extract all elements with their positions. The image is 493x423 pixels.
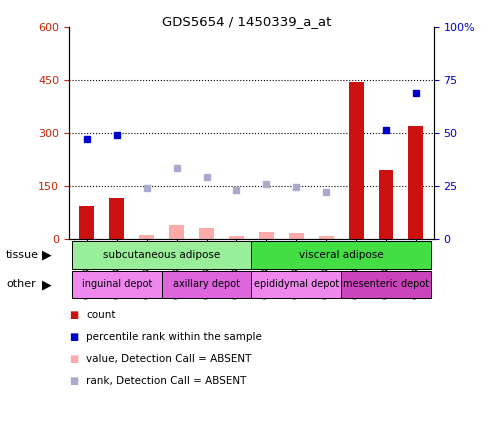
- Bar: [169, 225, 184, 239]
- Text: inguinal depot: inguinal depot: [82, 280, 152, 289]
- Text: GDS5654 / 1450339_a_at: GDS5654 / 1450339_a_at: [162, 15, 331, 28]
- Text: tissue: tissue: [6, 250, 39, 260]
- Text: epididymal depot: epididymal depot: [254, 280, 339, 289]
- Text: ▶: ▶: [42, 248, 52, 261]
- Bar: [318, 236, 334, 239]
- Bar: [379, 170, 393, 239]
- Bar: [251, 241, 431, 269]
- Text: count: count: [86, 310, 116, 320]
- Text: ■: ■: [69, 376, 78, 386]
- Bar: [229, 236, 244, 239]
- Text: rank, Detection Call = ABSENT: rank, Detection Call = ABSENT: [86, 376, 246, 386]
- Bar: [349, 82, 363, 239]
- Text: ■: ■: [69, 354, 78, 364]
- Bar: [79, 206, 95, 239]
- Bar: [140, 235, 154, 239]
- Text: value, Detection Call = ABSENT: value, Detection Call = ABSENT: [86, 354, 251, 364]
- Text: subcutaneous adipose: subcutaneous adipose: [103, 250, 220, 260]
- Bar: [341, 271, 431, 298]
- Text: ▶: ▶: [42, 278, 52, 291]
- Text: visceral adipose: visceral adipose: [299, 250, 384, 260]
- Bar: [109, 198, 124, 239]
- Text: other: other: [6, 280, 35, 289]
- Text: ■: ■: [69, 332, 78, 342]
- Bar: [289, 233, 304, 239]
- Bar: [72, 271, 162, 298]
- Text: axillary depot: axillary depot: [173, 280, 240, 289]
- Bar: [162, 271, 251, 298]
- Bar: [251, 271, 341, 298]
- Bar: [72, 241, 251, 269]
- Text: percentile rank within the sample: percentile rank within the sample: [86, 332, 262, 342]
- Bar: [408, 126, 423, 239]
- Bar: [199, 228, 214, 239]
- Text: mesenteric depot: mesenteric depot: [343, 280, 429, 289]
- Bar: [259, 232, 274, 239]
- Text: ■: ■: [69, 310, 78, 320]
